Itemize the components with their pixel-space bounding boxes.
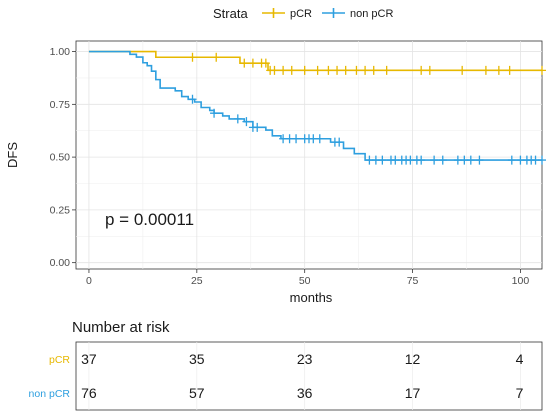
x-tick-label: 25	[191, 275, 203, 287]
risk-cell-pcr-25: 35	[189, 351, 205, 367]
legend-label-pcr: pCR	[290, 8, 312, 20]
x-tick-label: 75	[407, 275, 419, 287]
p-value-annotation: p = 0.00011	[105, 210, 194, 229]
risk-table-panel	[75, 341, 543, 411]
censor-mark-non-pcr	[242, 117, 251, 127]
censor-mark-non-pcr	[188, 94, 197, 104]
risk-cell-pcr-0: 37	[81, 351, 97, 367]
censor-mark-pcr	[188, 52, 197, 62]
risk-cell-pcr-100: 4	[516, 351, 524, 367]
censor-mark-pcr	[287, 65, 296, 75]
curve-pcr	[88, 50, 542, 72]
x-axis-label: months	[290, 290, 333, 305]
risk-cell-pcr-50: 23	[297, 351, 313, 367]
censor-mark-pcr	[341, 65, 350, 75]
censor-mark-pcr	[279, 65, 288, 75]
censor-mark-pcr	[417, 65, 426, 75]
censor-mark-pcr	[324, 65, 333, 75]
censor-mark-pcr	[481, 65, 490, 75]
risk-table-title: Number at risk	[72, 319, 170, 336]
legend-label-non-pcr: non pCR	[350, 8, 393, 20]
x-tick-label: 0	[86, 275, 92, 287]
y-tick-label: 1.00	[50, 46, 71, 58]
censor-mark-pcr	[538, 65, 546, 75]
censor-mark-non-pcr	[292, 134, 301, 144]
censor-mark-pcr	[458, 65, 467, 75]
risk-cell-non-pcr-100: 7	[516, 385, 524, 401]
censor-mark-non-pcr	[378, 155, 387, 165]
risk-cell-pcr-75: 12	[405, 351, 421, 367]
censor-mark-pcr	[352, 65, 361, 75]
y-axis-label: DFS	[5, 142, 20, 168]
risk-cell-non-pcr-25: 57	[189, 385, 205, 401]
censor-mark-pcr	[382, 65, 391, 75]
censor-mark-pcr	[313, 65, 322, 75]
censor-mark-pcr	[240, 58, 249, 68]
risk-cell-non-pcr-75: 17	[405, 385, 421, 401]
censor-mark-non-pcr	[507, 155, 516, 165]
censor-mark-non-pcr	[430, 155, 439, 165]
censor-mark-non-pcr	[438, 155, 447, 165]
censor-mark-pcr	[261, 58, 270, 68]
censor-mark-pcr	[248, 58, 257, 68]
censor-mark-pcr	[300, 65, 309, 75]
censor-mark-pcr	[333, 65, 342, 75]
y-tick-label: 0.25	[50, 204, 71, 216]
x-tick-label: 50	[299, 275, 311, 287]
censor-mark-non-pcr	[315, 134, 324, 144]
censor-mark-non-pcr	[466, 155, 475, 165]
risk-cell-non-pcr-0: 76	[81, 385, 97, 401]
censor-mark-non-pcr	[335, 137, 344, 147]
censor-mark-non-pcr	[233, 114, 242, 124]
censor-mark-pcr	[361, 65, 370, 75]
censor-mark-non-pcr	[538, 155, 546, 165]
risk-cell-non-pcr-50: 36	[297, 385, 313, 401]
legend-item-non-pcr: non pCR	[322, 8, 393, 20]
plot-panel	[75, 40, 543, 270]
risk-row-label-non-pcr: non pCR	[29, 388, 71, 400]
censor-mark-non-pcr	[253, 122, 262, 132]
y-tick-label: 0.00	[50, 257, 71, 269]
censor-mark-pcr	[270, 65, 279, 75]
censor-mark-pcr	[494, 65, 503, 75]
censor-mark-pcr	[505, 65, 514, 75]
x-tick-labels: 0 25 50 75 100	[86, 275, 529, 287]
censor-mark-non-pcr	[417, 155, 426, 165]
grid	[72, 41, 542, 273]
censor-mark-pcr	[212, 52, 221, 62]
y-tick-label: 0.75	[50, 99, 71, 111]
censor-marks	[188, 52, 546, 165]
censor-mark-pcr	[369, 65, 378, 75]
risk-table-grid	[88, 342, 521, 410]
x-tick-label: 100	[512, 275, 530, 287]
y-tick-labels: 0.00 0.25 0.50 0.75 1.00	[50, 46, 71, 269]
legend-item-pcr: pCR	[262, 8, 312, 20]
risk-table-cells: pCR 37 35 23 12 4 non pCR 76 57 36 17 7	[29, 351, 524, 401]
risk-row-label-pcr: pCR	[49, 354, 70, 366]
censor-mark-non-pcr	[475, 155, 484, 165]
y-tick-label: 0.50	[50, 152, 71, 164]
legend-title: Strata	[213, 6, 248, 21]
censor-mark-non-pcr	[210, 108, 219, 118]
legend: Strata pCR non pCR	[213, 6, 393, 21]
censor-mark-pcr	[425, 65, 434, 75]
